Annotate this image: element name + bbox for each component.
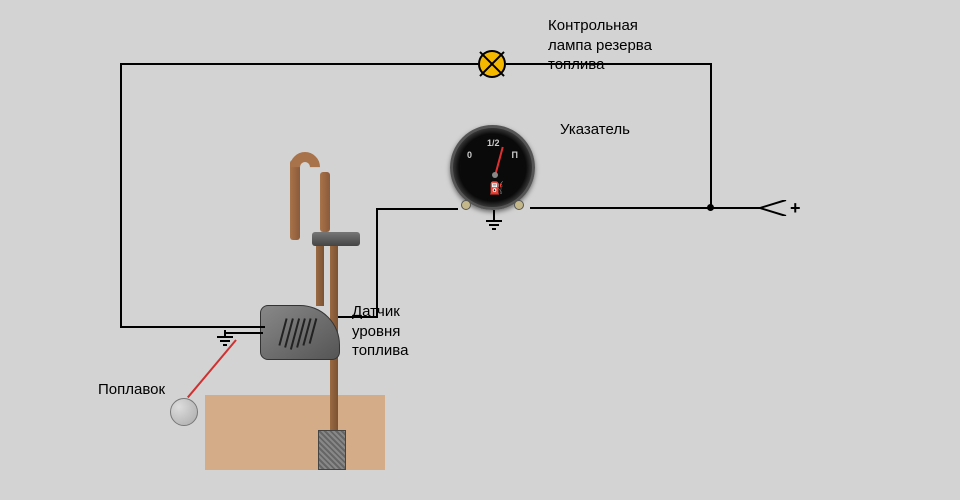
gauge-mark-full: П xyxy=(512,150,518,160)
sensor-cap xyxy=(312,232,360,246)
plus-label: + xyxy=(790,198,801,219)
wire xyxy=(493,210,495,218)
float xyxy=(170,398,198,426)
wire xyxy=(120,326,265,328)
wire xyxy=(120,63,478,65)
wire xyxy=(120,63,122,328)
lamp-label: Контрольная лампа резерва топлива xyxy=(548,16,652,75)
gauge-terminal-left xyxy=(461,200,471,210)
fuel-strainer xyxy=(318,430,346,470)
fuel-pipe-2 xyxy=(320,172,330,232)
wire xyxy=(376,208,458,210)
sensor-rheostat-coil xyxy=(280,318,325,348)
gauge-label: Указатель xyxy=(560,120,630,140)
power-input-icon xyxy=(760,200,790,221)
ground-icon xyxy=(484,215,504,235)
fuel-gauge: 0 1/2 П ⛽ xyxy=(450,125,535,210)
wire xyxy=(710,63,712,208)
fuel-return-tube xyxy=(316,246,324,306)
gauge-pivot xyxy=(492,172,498,178)
wire xyxy=(225,332,263,334)
fuel-pump-icon: ⛽ xyxy=(489,181,504,195)
gauge-mark-half: 1/2 xyxy=(487,138,500,148)
wire-junction xyxy=(707,204,714,211)
float-label: Поплавок xyxy=(98,380,165,400)
sensor-label: Датчик уровня топлива xyxy=(352,302,408,361)
wire xyxy=(530,207,762,209)
gauge-terminal-right xyxy=(514,200,524,210)
fuel-tank xyxy=(205,395,385,470)
warning-lamp-icon xyxy=(478,50,506,78)
gauge-mark-empty: 0 xyxy=(467,150,472,160)
